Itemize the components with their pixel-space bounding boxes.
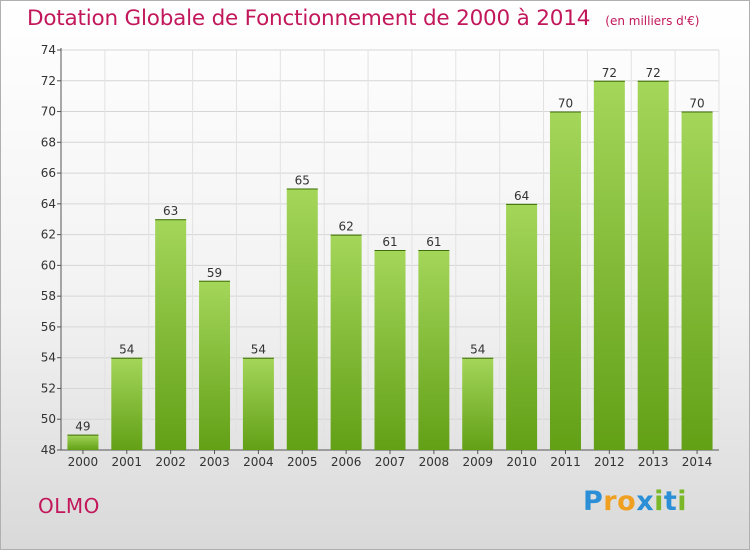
- x-tick-label: 2008: [419, 455, 450, 469]
- logo-letter: r: [603, 486, 618, 517]
- bar-value-label: 62: [338, 220, 353, 234]
- bar: [242, 357, 274, 450]
- x-tick-label: 2009: [462, 455, 493, 469]
- x-tick-label: 2003: [199, 455, 230, 469]
- y-tick-label: 72: [41, 74, 56, 88]
- bar: [549, 111, 581, 451]
- y-tick-label: 60: [41, 258, 56, 272]
- bar-value-label: 49: [75, 420, 90, 434]
- y-tick-label: 66: [41, 166, 56, 180]
- y-tick-label: 68: [41, 135, 56, 149]
- logo-letter: P: [583, 486, 604, 517]
- x-tick-label: 2001: [112, 455, 143, 469]
- y-tick-label: 64: [41, 197, 56, 211]
- x-tick-label: 2007: [375, 455, 406, 469]
- bar: [506, 203, 538, 450]
- bar: [286, 188, 318, 450]
- bar-value-label: 54: [470, 343, 485, 357]
- bar-value-label: 70: [689, 97, 704, 111]
- y-tick-label: 52: [41, 381, 56, 395]
- x-tick-label: 2006: [331, 455, 362, 469]
- x-tick-label: 2002: [155, 455, 186, 469]
- x-tick-label: 2013: [638, 455, 669, 469]
- logo-letter: o: [617, 486, 637, 517]
- x-tick-label: 2014: [682, 455, 713, 469]
- y-tick-label: 56: [41, 320, 56, 334]
- x-tick-label: 2010: [506, 455, 537, 469]
- bar: [462, 357, 494, 450]
- y-tick-label: 70: [41, 105, 56, 119]
- bar-value-label: 54: [251, 343, 266, 357]
- commune-name: OLMO: [38, 494, 100, 518]
- tick-labels: 48 50 52 54 56 58 60 62 64 66 68 70 72 74 2000 2001 2002…: [41, 43, 713, 469]
- data-labels: 49 54 63 59 54 65 62 61 61 54 64 70 72 72 70: [75, 66, 704, 434]
- bar: [199, 280, 231, 450]
- x-tick-label: 2005: [287, 455, 318, 469]
- bars: [67, 80, 713, 451]
- bar-value-label: 70: [558, 97, 573, 111]
- x-tick-label: 2000: [68, 455, 99, 469]
- bar-value-label: 61: [426, 235, 441, 249]
- proxiti-logo[interactable]: Proxiti: [583, 486, 687, 517]
- y-tick-label: 50: [41, 412, 56, 426]
- bar: [681, 111, 713, 451]
- y-tick-label: 54: [41, 351, 56, 365]
- bar: [67, 434, 99, 450]
- bar-value-label: 65: [295, 173, 310, 187]
- logo-letter: i: [677, 486, 688, 517]
- logo-letter: t: [663, 486, 678, 517]
- bar-value-label: 72: [602, 66, 617, 80]
- logo-letter: i: [654, 486, 664, 517]
- bar: [418, 250, 450, 450]
- y-tick-label: 74: [41, 43, 56, 57]
- bar-value-label: 54: [119, 343, 134, 357]
- bar: [593, 80, 625, 451]
- y-tick-label: 62: [41, 228, 56, 242]
- y-tick-label: 48: [41, 443, 56, 457]
- bar-value-label: 63: [163, 204, 178, 218]
- y-tick-label: 58: [41, 289, 56, 303]
- bar-value-label: 61: [382, 235, 397, 249]
- chart-subtitle: (en milliers d'€): [605, 14, 700, 28]
- bar: [111, 357, 143, 450]
- x-tick-label: 2004: [243, 455, 274, 469]
- bar: [374, 250, 406, 450]
- x-tick-label: 2011: [550, 455, 581, 469]
- x-tick-label: 2012: [594, 455, 625, 469]
- chart-title: Dotation Globale de Fonctionnement de 20…: [27, 6, 591, 31]
- bar: [637, 80, 669, 451]
- bar-value-label: 59: [207, 266, 222, 280]
- bar-value-label: 72: [646, 66, 661, 80]
- bar: [155, 219, 187, 450]
- bar-value-label: 64: [514, 189, 529, 203]
- bar: [330, 234, 362, 450]
- chart-title-block: Dotation Globale de Fonctionnement de 20…: [27, 6, 699, 31]
- logo-letter: x: [636, 486, 655, 517]
